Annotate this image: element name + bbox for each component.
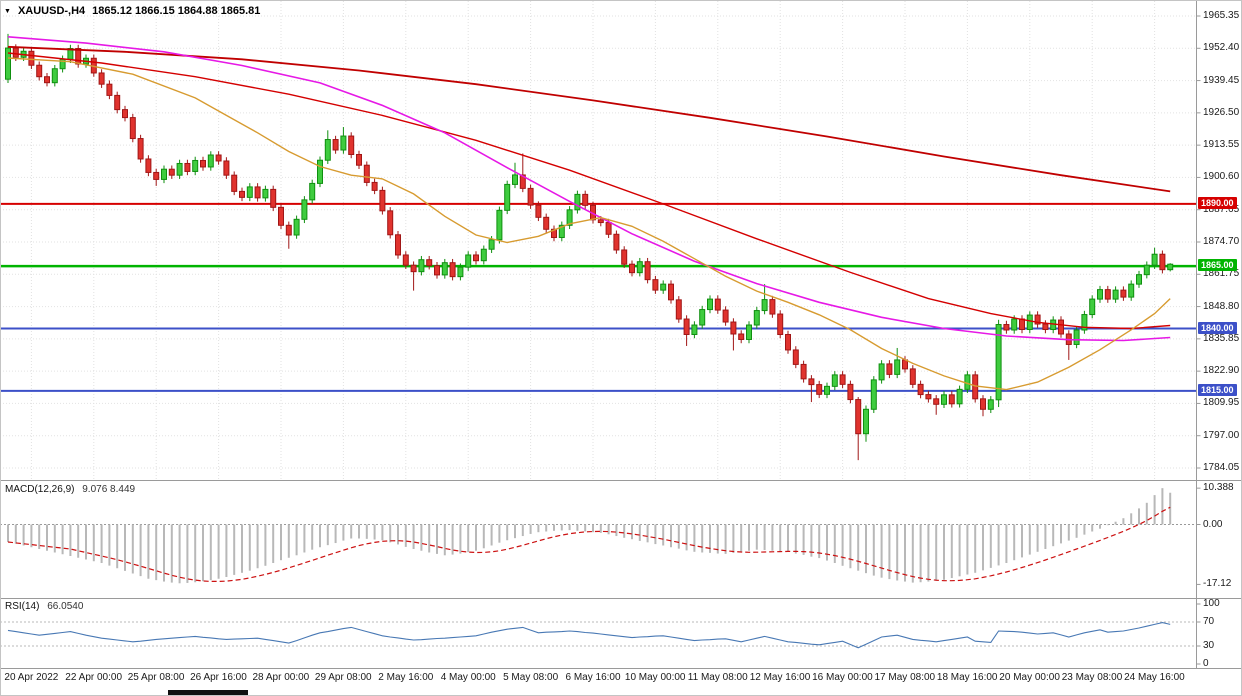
macd-label: MACD(12,26,9) 9.076 8.449 (5, 484, 135, 495)
price-tick-label: 1887.65 (1203, 203, 1240, 215)
rsi-tick-label: 30 (1203, 640, 1215, 651)
price-tick-label: 1952.40 (1203, 42, 1240, 54)
time-tick-label: 17 May 08:00 (874, 672, 936, 683)
time-tick-label: 4 May 00:00 (440, 672, 496, 683)
price-axis[interactable]: 1965.35 1952.40 1939.45 1926.50 1913.55 1900.… (1197, 0, 1242, 669)
price-tick-label: 1797.00 (1203, 429, 1240, 441)
time-tick-label: 11 May 08:00 (687, 672, 748, 683)
ma-fast-gold (7, 57, 1171, 391)
rsi-tick-label: 70 (1203, 616, 1215, 627)
hlines-layer (0, 202, 1197, 392)
time-axis[interactable]: 20 Apr 2022 22 Apr 00:00 25 Apr 08:00 26 Ap… (0, 668, 1197, 694)
time-tick-label: 18 May 16:00 (936, 672, 998, 683)
macd-tick-label: 10.388 (1203, 482, 1234, 494)
time-tick-label: 20 Apr 2022 (4, 672, 59, 683)
price-tag[interactable]: 1865.00 (1198, 259, 1237, 272)
time-tick-label: 5 May 08:00 (503, 672, 559, 683)
time-tick-label: 28 Apr 00:00 (252, 672, 310, 683)
price-tick-label: 1835.85 (1203, 332, 1240, 344)
time-tick-label: 6 May 16:00 (565, 672, 621, 683)
time-tick-label: 24 May 16:00 (1124, 672, 1185, 683)
macd-tick-label: -17.12 (1203, 578, 1232, 590)
scrollbar-thumb[interactable] (168, 690, 248, 695)
grid-layer (0, 1, 1197, 479)
macd-indicator-name: MACD(12,26,9) (5, 484, 75, 495)
price-tick-label: 1848.80 (1203, 300, 1240, 312)
time-tick-label: 23 May 08:00 (1061, 672, 1123, 683)
price-tick-label: 1939.45 (1203, 74, 1240, 86)
price-tick-label: 1784.05 (1203, 462, 1240, 473)
price-tick-label: 1874.70 (1203, 236, 1240, 247)
rsi-label: RSI(14) 66.0540 (5, 601, 83, 612)
rsi-tick-label: 100 (1203, 598, 1220, 609)
rsi-layer (0, 621, 1197, 649)
time-tick-label: 22 Apr 00:00 (65, 672, 123, 683)
price-tag[interactable]: 1840.00 (1198, 321, 1237, 334)
price-tag[interactable]: 1890.00 (1198, 196, 1237, 209)
macd-tick-label: 0.00 (1203, 518, 1223, 530)
time-tick-label: 25 Apr 08:00 (127, 672, 185, 683)
ohlc-values: 1865.12 1866.15 1864.88 1865.81 (92, 5, 261, 17)
candles-layer (5, 33, 1174, 461)
ma-mid-red (7, 52, 1171, 330)
symbol-timeframe-label: XAUUSD-,H4 (17, 5, 86, 17)
time-tick-label: 29 Apr 08:00 (314, 672, 372, 683)
price-tick-label: 1965.35 (1203, 10, 1240, 21)
moving-averages-layer (7, 36, 1171, 391)
price-tick-label: 1900.60 (1203, 171, 1240, 183)
macd-layer (0, 488, 1197, 584)
rsi-indicator-name: RSI(14) (5, 601, 40, 612)
rsi-current-value: 66.0540 (47, 601, 84, 612)
price-tick-label: 1913.55 (1203, 139, 1240, 151)
price-tick-label: 1809.95 (1203, 397, 1240, 409)
macd-current-values: 9.076 8.449 (82, 484, 136, 495)
time-tick-label: 12 May 16:00 (749, 672, 811, 683)
price-tag[interactable]: 1815.00 (1198, 383, 1237, 396)
chart-header: ▼ XAUUSD-,H4 1865.12 1866.15 1864.88 186… (4, 5, 260, 17)
time-tick-label: 2 May 16:00 (378, 672, 434, 683)
price-tick-label: 1861.75 (1203, 268, 1240, 280)
price-tick-label: 1822.90 (1203, 365, 1240, 377)
time-tick-label: 20 May 00:00 (999, 672, 1060, 683)
time-tick-label: 16 May 00:00 (812, 672, 873, 683)
time-tick-label: 10 May 00:00 (624, 672, 686, 683)
ma-slow-magenta (7, 36, 1171, 342)
time-tick-label: 26 Apr 16:00 (190, 672, 247, 683)
rsi-tick-label: 0 (1203, 658, 1209, 669)
symbol-marker-icon: ▼ (4, 7, 11, 15)
ma-slowest-red (7, 45, 1171, 193)
price-tick-label: 1926.50 (1203, 106, 1240, 118)
